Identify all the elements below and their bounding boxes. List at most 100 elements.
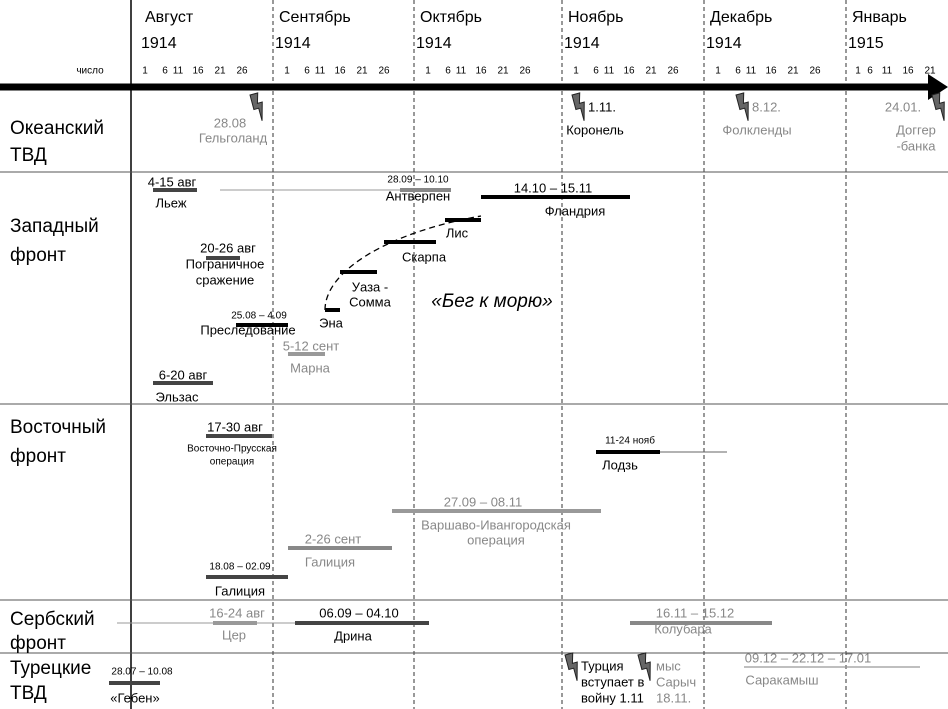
day-tick: 21 <box>645 66 657 77</box>
event-label: Турция <box>581 658 624 673</box>
lightning-icon <box>931 91 948 123</box>
event-label: мыс <box>656 658 681 673</box>
day-tick: 26 <box>519 66 531 77</box>
day-tick: 16 <box>475 66 487 77</box>
event-label: Антверпен <box>386 188 450 203</box>
day-tick: 11 <box>882 66 893 77</box>
event-label: Колубара <box>654 621 712 636</box>
day-tick: 1 <box>425 66 431 77</box>
event-label: Эна <box>319 315 344 330</box>
event-label: Фландрия <box>545 203 606 218</box>
event-label: Пограничное <box>186 256 265 271</box>
event-label: операция <box>467 532 525 547</box>
event-label: Галиция <box>215 583 265 598</box>
day-tick: 1 <box>573 66 579 77</box>
event-label: Преследование <box>200 322 295 337</box>
event-label: Коронель <box>566 122 624 137</box>
day-tick: 16 <box>623 66 635 77</box>
event-label: Уаза - <box>352 279 388 294</box>
event-date: 20-26 авг <box>200 240 256 255</box>
event-date: 28.09 – 10.10 <box>387 175 449 186</box>
event-date: 24.01. <box>885 99 921 114</box>
day-tick: 21 <box>497 66 509 77</box>
annotation: «Бег к морю» <box>431 291 552 312</box>
event-date: 17-30 авг <box>207 419 263 434</box>
theater-name: Восточный <box>10 417 106 438</box>
event-label: войну 1.11 <box>581 690 644 705</box>
theater-name: фронт <box>10 633 66 654</box>
day-tick: 21 <box>787 66 799 77</box>
event-label: Эльзас <box>156 389 199 404</box>
theater-name: Сербский <box>10 609 95 630</box>
event-date: 4-15 авг <box>148 174 197 189</box>
month-year: 1914 <box>416 35 452 52</box>
event-date: 16.11 – 15.12 <box>656 605 735 620</box>
event-label: Галиция <box>305 554 355 569</box>
day-tick: 21 <box>356 66 368 77</box>
day-tick: 6 <box>304 66 310 77</box>
day-tick: 26 <box>667 66 679 77</box>
day-tick: 16 <box>334 66 346 77</box>
event-date: 18.08 – 02.09 <box>209 562 271 573</box>
day-tick: 26 <box>236 66 248 77</box>
event-label: -банка <box>896 138 936 153</box>
event-label: Скарпа <box>402 249 447 264</box>
month-year: 1915 <box>848 35 884 52</box>
event-label: Сарыч <box>656 674 696 689</box>
event-date: 11-24 нояб <box>605 435 655 447</box>
day-label: число <box>76 66 104 77</box>
month-name: Декабрь <box>710 9 772 26</box>
day-tick: 11 <box>746 66 757 77</box>
day-tick: 1 <box>855 66 861 77</box>
event-label: Цер <box>222 627 246 642</box>
day-tick: 11 <box>456 66 467 77</box>
day-tick: 21 <box>924 66 936 77</box>
event-date: 16-24 авг <box>209 605 265 620</box>
event-label: 18.11. <box>656 690 691 705</box>
month-year: 1914 <box>706 35 742 52</box>
event-date: 2-26 сент <box>305 531 362 546</box>
day-tick: 1 <box>715 66 721 77</box>
month-year: 1914 <box>141 35 177 52</box>
theater-name: Океанский <box>10 118 104 139</box>
event-date: 5-12 сент <box>283 338 340 353</box>
day-tick: 6 <box>162 66 168 77</box>
theater-name: Западный <box>10 216 99 237</box>
month-year: 1914 <box>275 35 311 52</box>
day-tick: 1 <box>284 66 290 77</box>
event-date: 09.12 – 22.12 – 17.01 <box>745 650 872 665</box>
theater-name: фронт <box>10 245 66 266</box>
event-label: Варшаво-Ивангородская <box>421 517 571 532</box>
event-date: 8.12. <box>752 99 781 114</box>
event-label: Льеж <box>155 195 186 210</box>
day-tick: 16 <box>192 66 204 77</box>
day-tick: 16 <box>765 66 777 77</box>
day-tick: 6 <box>735 66 741 77</box>
event-label: операция <box>210 457 254 468</box>
event-label: сражение <box>196 272 255 287</box>
event-date: 14.10 – 15.11 <box>514 180 593 195</box>
theater-name: ТВД <box>10 145 47 166</box>
theater-name: Турецкие <box>10 658 91 679</box>
day-tick: 16 <box>902 66 914 77</box>
day-tick: 11 <box>173 66 184 77</box>
day-tick: 6 <box>867 66 873 77</box>
day-tick: 1 <box>142 66 148 77</box>
event-label: Фолкленды <box>722 122 791 137</box>
event-date: 25.08 – 4.09 <box>231 311 287 322</box>
month-name: Август <box>145 9 194 26</box>
axis-arrow <box>928 74 948 100</box>
event-date: 28.08 <box>214 115 247 130</box>
day-tick: 11 <box>604 66 615 77</box>
event-date: 6-20 авг <box>159 367 208 382</box>
event-label: Лодзь <box>602 457 638 472</box>
day-tick: 21 <box>214 66 226 77</box>
event-label: Гельголанд <box>199 130 268 145</box>
month-name: Январь <box>852 9 907 26</box>
event-label: «Гебен» <box>110 690 159 705</box>
lightning-icon <box>571 91 590 123</box>
day-tick: 11 <box>315 66 326 77</box>
event-date: 1.11. <box>588 99 616 114</box>
lightning-icon <box>564 651 583 683</box>
